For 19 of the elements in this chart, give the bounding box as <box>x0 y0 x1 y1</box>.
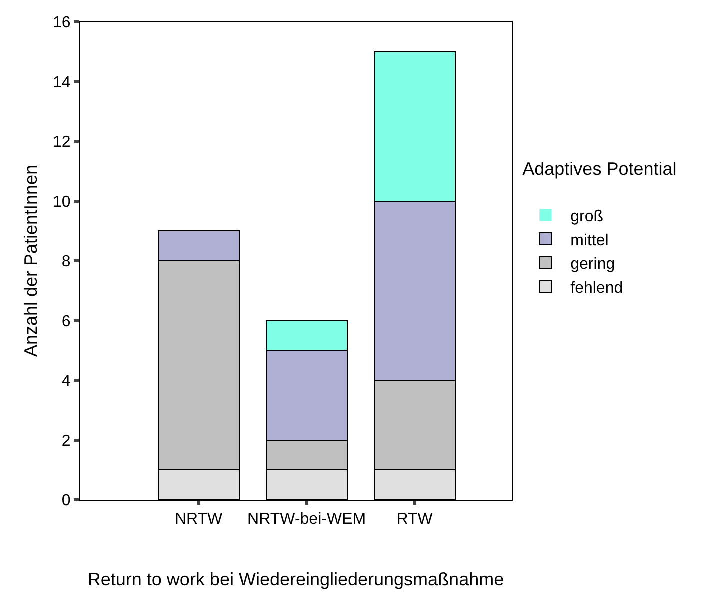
x-tick-label: NRTW-bei-WEM <box>248 511 366 528</box>
legend-label: fehlend <box>570 280 624 297</box>
y-tick-label: 6 <box>62 313 71 330</box>
y-tick-label: 0 <box>62 492 71 510</box>
legend-label: gering <box>570 256 616 274</box>
y-axis-title: Anzahl der PatientInnen <box>21 164 42 358</box>
y-tick-label: 14 <box>53 74 71 92</box>
x-axis-title: Return to work bei Wiedereingliederungsmaßnahme <box>88 569 504 590</box>
y-tick-label: 4 <box>62 373 71 390</box>
x-tick-label: RTW <box>396 511 434 528</box>
y-tick-label: 8 <box>62 254 71 271</box>
legend-label: groß <box>570 208 604 226</box>
x-tick-label: NRTW <box>174 511 224 528</box>
y-tick-label: 10 <box>53 194 71 211</box>
legend-title: Adaptives Potential <box>522 158 677 179</box>
legend-label: mittel <box>570 232 609 250</box>
y-tick-label: 16 <box>53 14 71 32</box>
y-tick-label: 2 <box>62 432 71 450</box>
y-tick-label: 12 <box>53 134 71 152</box>
